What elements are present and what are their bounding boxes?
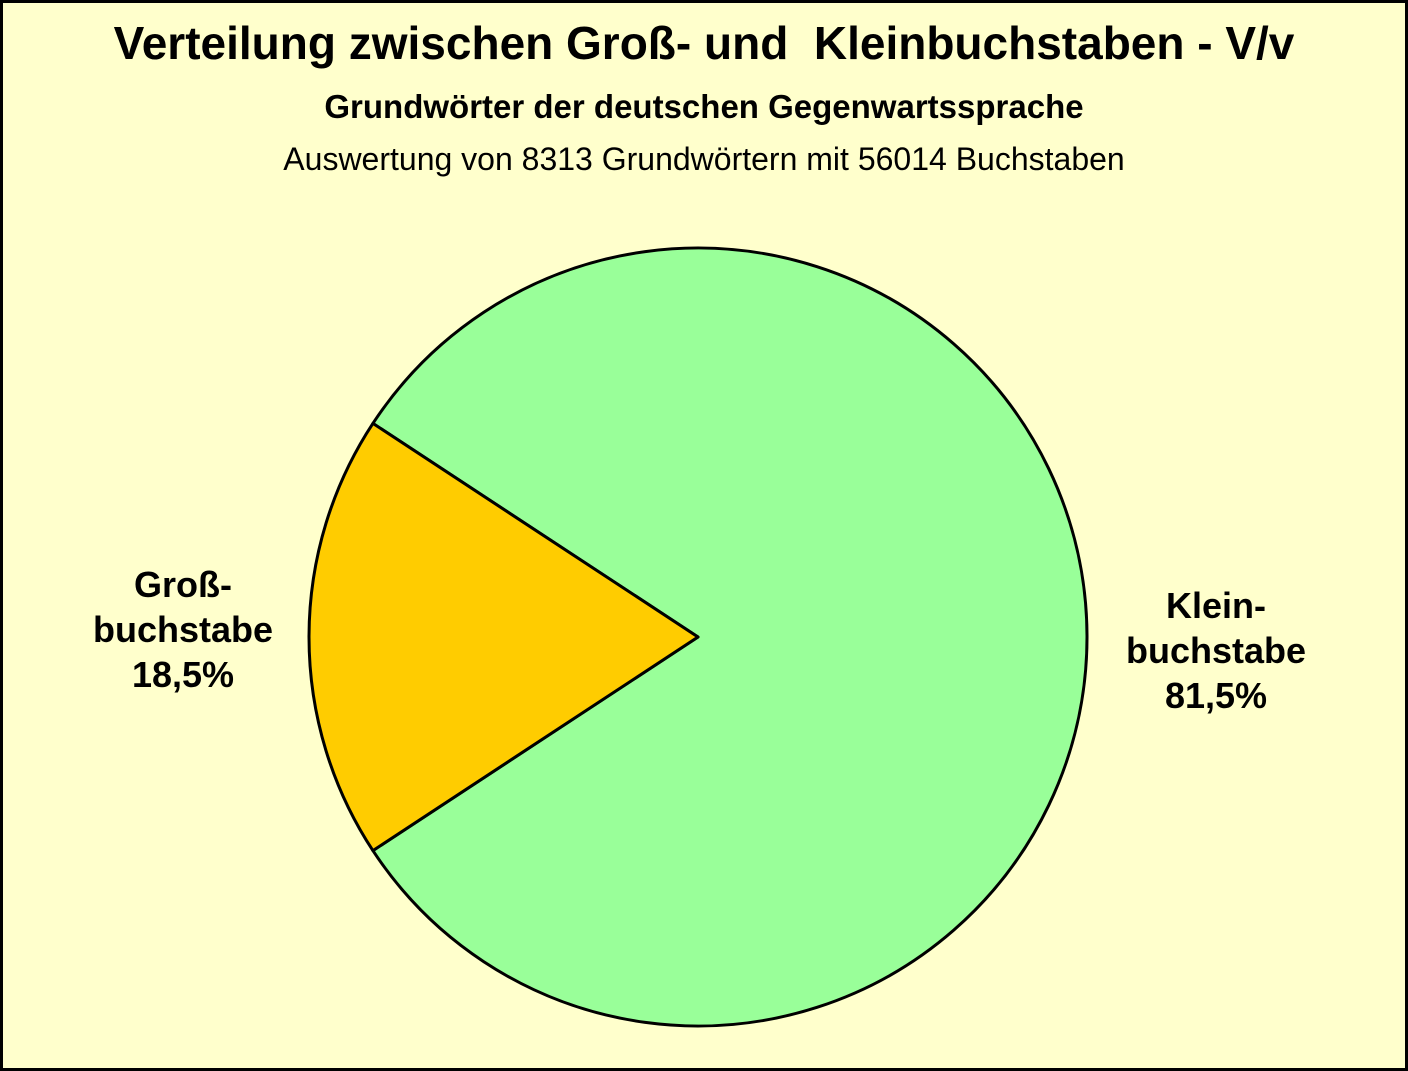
slice-label-line: Klein-: [1165, 585, 1266, 626]
slice-label-value: 18,5%: [131, 654, 235, 695]
slice-label-line: buchstabe: [92, 609, 274, 650]
slice-label-kleinbuchstabe: Klein- buchstabe 81,5%: [1116, 583, 1316, 718]
pie-chart: [307, 246, 1089, 1028]
chart-header: Verteilung zwischen Groß- und Kleinbuchs…: [3, 17, 1405, 177]
chart-title: Verteilung zwischen Groß- und Kleinbuchs…: [113, 17, 1295, 69]
slice-label-value: 81,5%: [1164, 675, 1268, 716]
slice-label-line: Groß-: [134, 564, 232, 605]
chart-subtitle: Grundwörter der deutschen Gegenwartsspra…: [324, 88, 1084, 125]
pie-slice-kleinbuchstabe: [371, 246, 1089, 1028]
slice-label-grossbuchstabe: Groß- buchstabe 18,5%: [83, 562, 283, 697]
slice-label-line: buchstabe: [1125, 630, 1307, 671]
pie-slice-grossbuchstabe: [307, 421, 700, 853]
chart-note: Auswertung von 8313 Grundwörtern mit 560…: [283, 141, 1125, 177]
